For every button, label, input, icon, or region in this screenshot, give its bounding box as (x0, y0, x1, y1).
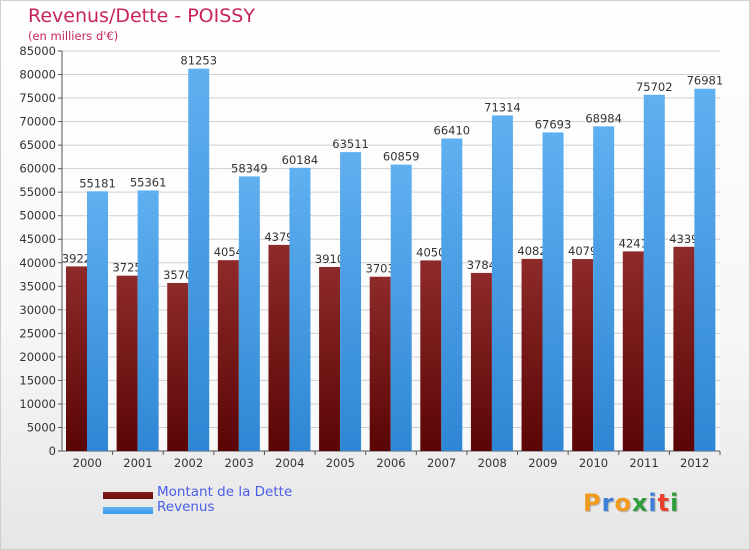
y-tick-label: 40000 (19, 256, 56, 270)
bar-dette-2001 (116, 275, 138, 451)
bar-dette-2006 (369, 276, 391, 451)
bar-dette-2007 (420, 260, 442, 451)
y-tick-label: 35000 (19, 279, 56, 293)
y-tick-label: 65000 (19, 138, 56, 152)
data-label-dette-2003: 4054 (214, 245, 243, 259)
data-label-revenus-2011: 75702 (636, 80, 673, 94)
x-tick-label-2003: 2003 (225, 456, 254, 470)
data-label-dette-2011: 4241 (619, 236, 648, 250)
data-label-revenus-2000: 55181 (79, 176, 116, 190)
bar-revenus-2002 (188, 68, 210, 452)
data-label-dette-2012: 4339 (669, 232, 698, 246)
y-tick-label: 30000 (19, 303, 56, 317)
x-tick-label-2004: 2004 (275, 456, 304, 470)
y-tick-label: 50000 (19, 209, 56, 223)
data-label-revenus-2007: 66410 (434, 123, 471, 137)
bar-dette-2008 (470, 272, 492, 451)
bar-dette-2010 (572, 259, 594, 451)
data-label-revenus-2006: 60859 (383, 150, 420, 164)
bar-dette-2009 (521, 258, 543, 451)
y-tick-label: 45000 (19, 232, 56, 246)
x-tick-label-2008: 2008 (478, 456, 507, 470)
bar-dette-2005 (319, 266, 341, 451)
data-label-dette-2010: 4079 (568, 244, 597, 258)
chart-title: Revenus/Dette - POISSY (28, 5, 255, 27)
data-label-revenus-2002: 81253 (180, 54, 217, 68)
bar-revenus-2003 (238, 176, 260, 451)
y-tick-label: 5000 (27, 420, 56, 434)
y-tick-label: 70000 (19, 115, 56, 129)
legend-swatch-dette (103, 492, 153, 499)
data-label-dette-2005: 3910 (315, 252, 344, 266)
y-tick-label: 75000 (19, 91, 56, 105)
bar-dette-2002 (167, 282, 189, 451)
data-label-dette-2004: 4379 (264, 230, 293, 244)
data-label-dette-2002: 3570 (163, 268, 192, 282)
bar-revenus-2008 (491, 115, 513, 451)
data-label-dette-2007: 4050 (416, 245, 445, 259)
bar-revenus-2007 (441, 138, 463, 451)
y-tick-label: 85000 (19, 44, 56, 58)
x-tick-label-2000: 2000 (73, 456, 102, 470)
y-tick-label: 15000 (19, 373, 56, 387)
x-tick-label-2010: 2010 (579, 456, 608, 470)
data-label-dette-2001: 3725 (112, 261, 141, 275)
data-label-revenus-2001: 55361 (130, 175, 167, 189)
bar-dette-2000 (66, 266, 87, 451)
data-label-dette-2008: 3784 (467, 258, 496, 272)
bar-dette-2004 (268, 244, 290, 451)
legend-label-revenus: Revenus (157, 499, 215, 515)
data-label-revenus-2008: 71314 (484, 100, 521, 114)
data-label-dette-2006: 3703 (366, 262, 395, 276)
y-tick-label: 25000 (19, 326, 56, 340)
y-tick-label: 60000 (19, 162, 56, 176)
data-label-dette-2000: 3922 (62, 251, 91, 265)
bar-dette-2003 (217, 260, 239, 451)
x-tick-label-2009: 2009 (528, 456, 557, 470)
x-tick-label-2012: 2012 (680, 456, 709, 470)
bar-revenus-2012 (694, 88, 716, 451)
data-label-dette-2009: 4082 (517, 244, 546, 258)
y-tick-label: 10000 (19, 397, 56, 411)
x-tick-label-2005: 2005 (326, 456, 355, 470)
proxiti-logo: Proxiti (583, 489, 680, 517)
bar-revenus-2000 (87, 191, 108, 451)
bar-dette-2012 (673, 246, 695, 451)
data-label-revenus-2012: 76981 (687, 74, 724, 88)
bar-revenus-2006 (390, 164, 412, 451)
x-tick-label-2011: 2011 (629, 456, 658, 470)
y-tick-label: 80000 (19, 68, 56, 82)
x-tick-label-2001: 2001 (123, 456, 152, 470)
data-label-revenus-2003: 58349 (231, 161, 268, 175)
chart-subtitle: (en milliers d'€) (28, 29, 119, 43)
bar-revenus-2001 (137, 190, 159, 451)
data-label-revenus-2004: 60184 (282, 153, 319, 167)
data-label-revenus-2009: 67693 (535, 117, 572, 131)
bar-revenus-2005 (340, 152, 362, 452)
legend-swatch-revenus (103, 507, 153, 514)
bar-revenus-2011 (643, 94, 665, 451)
data-label-revenus-2005: 63511 (332, 137, 369, 151)
bar-revenus-2004 (289, 167, 311, 451)
x-tick-label-2002: 2002 (174, 456, 203, 470)
bar-dette-2011 (622, 251, 644, 451)
y-tick-label: 0 (49, 444, 56, 458)
bar-revenus-2010 (593, 126, 615, 451)
data-label-revenus-2010: 68984 (585, 111, 622, 125)
x-tick-label-2006: 2006 (376, 456, 405, 470)
legend-label-dette: Montant de la Dette (157, 484, 293, 500)
y-tick-label: 20000 (19, 350, 56, 364)
bar-revenus-2009 (542, 132, 564, 451)
x-tick-label-2007: 2007 (427, 456, 456, 470)
y-tick-label: 55000 (19, 185, 56, 199)
